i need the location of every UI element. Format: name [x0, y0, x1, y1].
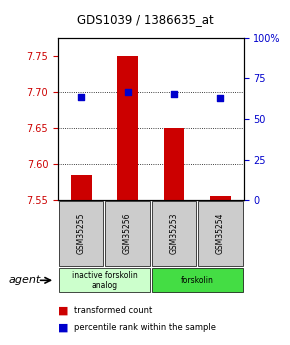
Text: forskolin: forskolin	[181, 276, 214, 285]
Text: GDS1039 / 1386635_at: GDS1039 / 1386635_at	[77, 13, 213, 26]
Bar	[152, 201, 196, 266]
Point	[218, 95, 223, 100]
Text: agent: agent	[9, 275, 41, 285]
Bar	[71, 175, 92, 200]
Bar	[117, 56, 138, 200]
Text: inactive forskolin
analog: inactive forskolin analog	[72, 270, 137, 290]
Bar	[164, 128, 184, 200]
Text: percentile rank within the sample: percentile rank within the sample	[74, 323, 216, 332]
Text: GSM35254: GSM35254	[216, 213, 225, 255]
Bar	[198, 201, 243, 266]
Text: GSM35255: GSM35255	[77, 213, 86, 255]
Bar	[152, 268, 243, 292]
Text: ■: ■	[58, 323, 72, 333]
Bar	[59, 201, 104, 266]
Point	[79, 94, 84, 100]
Bar	[210, 197, 231, 200]
Bar	[105, 201, 150, 266]
Text: ■: ■	[58, 306, 72, 315]
Text: GSM35256: GSM35256	[123, 213, 132, 255]
Point	[125, 89, 130, 95]
Bar	[59, 268, 150, 292]
Text: transformed count: transformed count	[74, 306, 152, 315]
Point	[172, 91, 176, 97]
Text: GSM35253: GSM35253	[169, 213, 179, 255]
